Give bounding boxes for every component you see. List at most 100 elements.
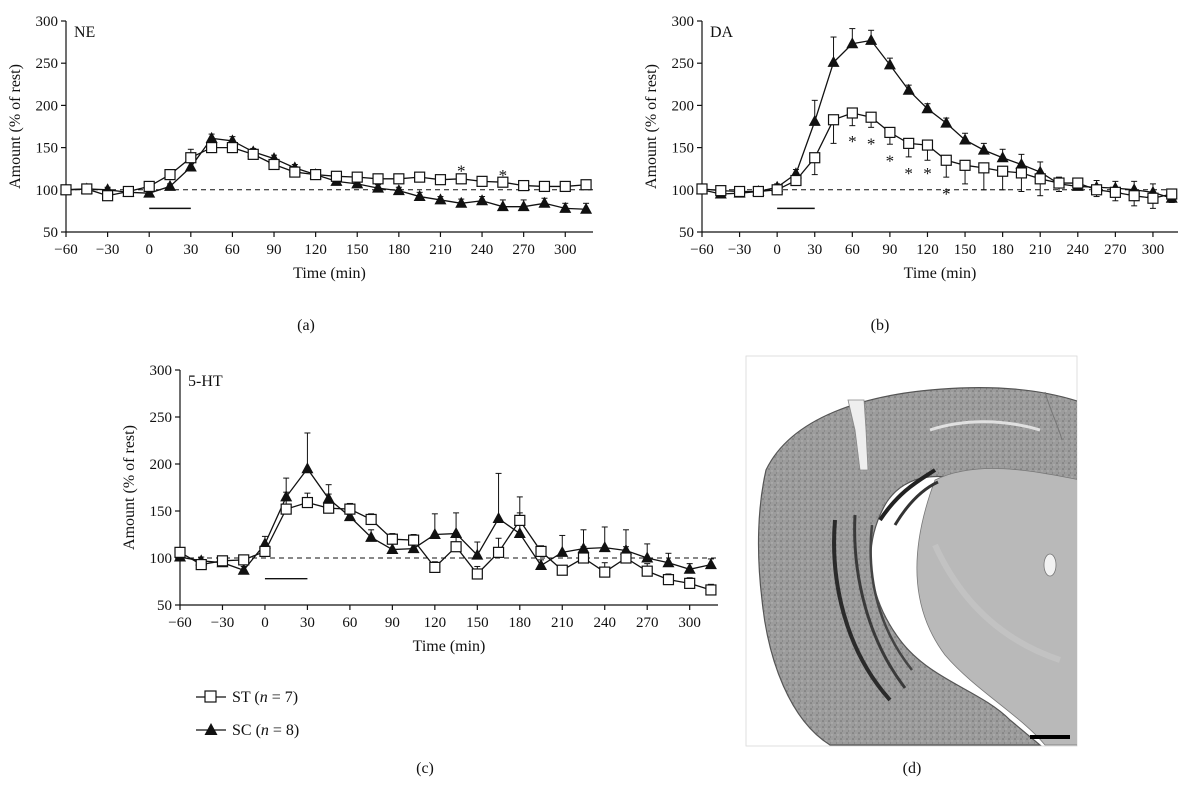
x-tick-label: 150 [954,242,977,258]
data-point-square [497,176,509,188]
series-line [65,137,587,210]
significance-asterisk: * [848,132,857,151]
data-point-square [921,139,934,151]
x-tick-label: 300 [678,615,701,631]
data-point-square [846,107,858,119]
data-point-triangle [883,58,896,70]
data-point-square [771,184,783,196]
data-point-square [662,574,675,586]
data-point-square [1147,192,1159,204]
data-point-square [884,126,896,139]
data-point-triangle [372,181,385,193]
data-point-triangle [407,542,420,554]
x-tick-label: 30 [807,242,822,258]
data-point-triangle [301,462,314,474]
series-sc [696,28,1178,203]
series-line [179,467,712,571]
data-point-square [809,152,821,164]
panel-d-brain-section-image [745,355,1078,747]
data-point-square [1015,167,1028,179]
x-tick-label: 240 [1067,242,1090,258]
x-tick-label: 120 [304,242,327,258]
y-tick-label: 150 [150,504,173,520]
chart-title: DA [710,24,734,41]
y-tick-label: 100 [36,183,59,199]
y-tick-label: 250 [672,56,695,72]
data-point-square [556,564,568,576]
x-tick-label: 180 [388,242,411,258]
data-point-square [1166,188,1178,200]
data-point-triangle [683,562,696,574]
data-point-triangle [517,200,530,212]
x-tick-label: 210 [1029,242,1052,258]
data-point-triangle [143,186,156,198]
x-tick-label: −30 [96,242,119,258]
x-tick-label: 120 [916,242,939,258]
legend-label-sc: SC (n = 8) [232,722,299,739]
data-point-square [514,514,526,527]
y-tick-label: 150 [36,141,59,157]
data-point-square [865,111,877,123]
data-point-square [535,545,547,558]
data-point-square [323,502,335,514]
x-tick-label: 270 [512,242,535,258]
significance-asterisk: * [457,162,466,181]
data-point-square [705,584,717,596]
data-point-square [414,171,426,183]
data-point-triangle [662,556,675,568]
x-tick-label: 300 [1142,242,1165,258]
y-tick-label: 200 [150,457,173,473]
data-point-triangle [977,143,990,155]
data-point-triangle [535,559,548,571]
data-point-square [434,174,447,186]
significance-asterisk: * [867,135,876,154]
data-point-triangle [865,33,878,45]
data-point-triangle [808,114,821,126]
series-sc [174,432,717,575]
data-point-triangle [827,55,840,67]
data-point-square [268,158,280,171]
x-tick-label: 30 [300,615,315,631]
x-tick-label: 150 [466,615,489,631]
data-point-triangle [996,151,1009,163]
data-point-triangle [580,202,593,214]
data-point-square [684,577,696,589]
data-point-triangle [846,37,859,49]
data-point-triangle [959,133,972,145]
data-point-triangle [476,194,489,206]
legend-marker-open-square [204,690,217,703]
data-point-triangle [434,193,447,205]
significance-asterisk: * [499,166,508,185]
data-point-triangle [428,528,441,539]
data-point-square [174,546,186,558]
panel-b-label: (b) [871,317,890,334]
data-point-square [408,534,420,546]
data-point-triangle [343,510,356,522]
data-point-square [344,503,356,515]
y-tick-label: 200 [672,98,695,114]
x-axis-title: Time (min) [293,265,366,282]
data-point-square [620,552,632,564]
data-point-triangle [392,184,405,196]
data-point-triangle [1015,157,1028,169]
x-tick-label: 300 [554,242,577,258]
data-point-square [310,169,322,181]
data-point-square [185,152,197,164]
data-point-square [238,554,250,566]
x-tick-label: −60 [690,242,713,258]
y-axis-title: Amount (% of rest) [643,64,660,189]
data-point-triangle [940,116,953,128]
data-point-square [289,166,301,178]
y-tick-label: 50 [43,225,58,241]
x-tick-label: 180 [509,615,532,631]
scale-bar [1030,735,1070,739]
x-tick-label: −30 [211,615,234,631]
data-point-square [455,173,467,185]
x-tick-label: 60 [845,242,860,258]
chart-title: 5-HT [188,373,223,390]
data-point-triangle [902,83,915,95]
data-point-square [476,175,488,187]
data-point-square [365,513,377,526]
panel-a-label: (a) [297,317,315,334]
x-tick-label: 210 [551,615,574,631]
